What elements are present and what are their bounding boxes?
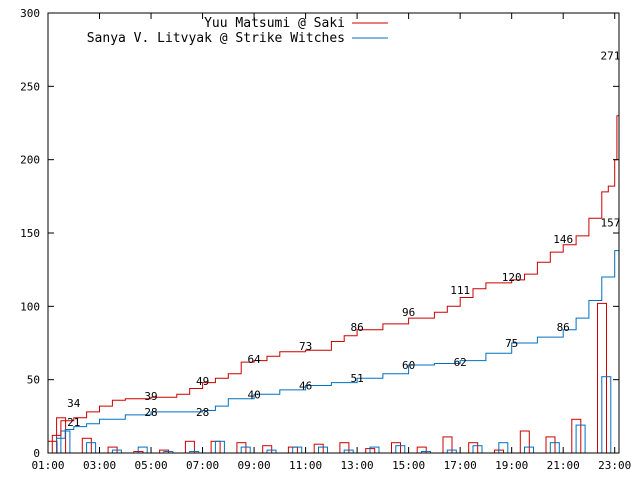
legend-label-series2: Sanya V. Litvyak @ Strike Witches: [87, 31, 345, 46]
axes-layer: 0 50 100 150 200 250 300 01:00 03:00 05:00 07:00 09…: [20, 7, 631, 472]
data-label-series1-2: 49: [196, 375, 209, 388]
y-tick-label-1: 50: [27, 374, 40, 387]
data-label-series2-4: 46: [299, 380, 312, 393]
data-label-series2-5: 51: [350, 372, 363, 385]
y-tick-label-6: 300: [20, 7, 40, 20]
data-label-series1-0: 34: [67, 397, 81, 410]
data-label-series1-6: 96: [402, 306, 415, 319]
x-tick-label-2: 05:00: [134, 459, 167, 472]
data-label-series2-3: 40: [247, 388, 260, 401]
x-tick-label-6: 13:00: [341, 459, 374, 472]
data-label-series2-6: 60: [402, 359, 415, 372]
x-tick-label-4: 09:00: [238, 459, 271, 472]
x-tick-label-3: 07:00: [186, 459, 219, 472]
y-tick-label-2: 100: [20, 300, 40, 313]
data-label-series1-8: 120: [502, 271, 522, 284]
line-series2: [48, 222, 620, 454]
data-label-series1-10: 271: [600, 50, 620, 63]
lines-layer: [48, 55, 620, 454]
data-label-series2-1: 28: [144, 406, 157, 419]
line-series1: [48, 55, 620, 454]
x-tick-label-10: 21:00: [547, 459, 580, 472]
x-tick-label-5: 11:00: [289, 459, 322, 472]
x-tick-label-8: 17:00: [444, 459, 477, 472]
x-tick-label-1: 03:00: [83, 459, 116, 472]
y-tick-label-0: 0: [33, 447, 40, 460]
data-label-series1-4: 73: [299, 340, 312, 353]
plot-frame: [47, 12, 620, 454]
data-label-series2-2: 28: [196, 406, 209, 419]
x-tick-label-0: 01:00: [31, 459, 64, 472]
data-label-series2-9: 86: [557, 321, 570, 334]
y-tick-label-3: 150: [20, 227, 40, 240]
data-label-series2-0: 21: [67, 416, 80, 429]
x-tick-label-11: 23:00: [598, 459, 631, 472]
data-label-series1-5: 86: [350, 321, 363, 334]
x-tick-label-9: 19:00: [495, 459, 528, 472]
data-label-series1-9: 146: [553, 233, 573, 246]
data-label-series1-1: 39: [144, 390, 157, 403]
data-label-series1-3: 64: [247, 353, 261, 366]
x-tick-label-7: 15:00: [392, 459, 425, 472]
data-label-series2-10: 157: [600, 217, 620, 230]
bars-layer: [47, 302, 612, 454]
y-tick-label-5: 250: [20, 80, 40, 93]
data-labels-layer: 34 39 49 64 73 86 96 111 120 146 271 21 28 28 40 46 51 60…: [67, 50, 620, 430]
y-tick-label-4: 200: [20, 154, 40, 167]
data-label-series2-8: 75: [505, 337, 518, 350]
data-label-series2-7: 62: [454, 356, 467, 369]
legend-label-series1: Yuu Matsumi @ Saki: [204, 16, 345, 31]
data-label-series1-7: 111: [450, 284, 470, 297]
